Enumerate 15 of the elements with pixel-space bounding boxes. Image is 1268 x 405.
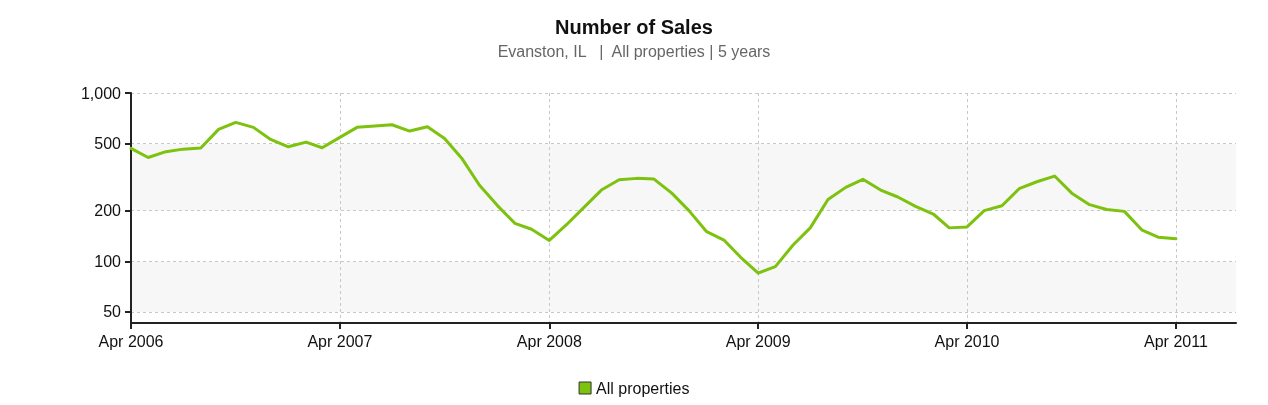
x-tick-label: Apr 2011 [1144,332,1208,350]
x-tick-label: Apr 2010 [934,332,1000,350]
y-tick-label: 1,000 [80,84,122,102]
chart-subtitle: Evanston, IL | All properties | 5 years [497,42,771,60]
x-tick-label: Apr 2008 [516,332,582,350]
x-tick-label: Apr 2007 [307,332,373,350]
x-tick-label: Apr 2009 [725,332,791,350]
y-tick-label: 100 [94,252,122,270]
line-series [129,120,1178,275]
x-tick-label: Apr 2006 [98,332,164,350]
y-tick-label: 200 [94,202,122,220]
legend-label: All properties [596,379,690,397]
y-tick-label: 50 [103,303,122,321]
chart-title: Number of Sales [555,16,713,38]
y-tick-label: 500 [94,135,122,153]
